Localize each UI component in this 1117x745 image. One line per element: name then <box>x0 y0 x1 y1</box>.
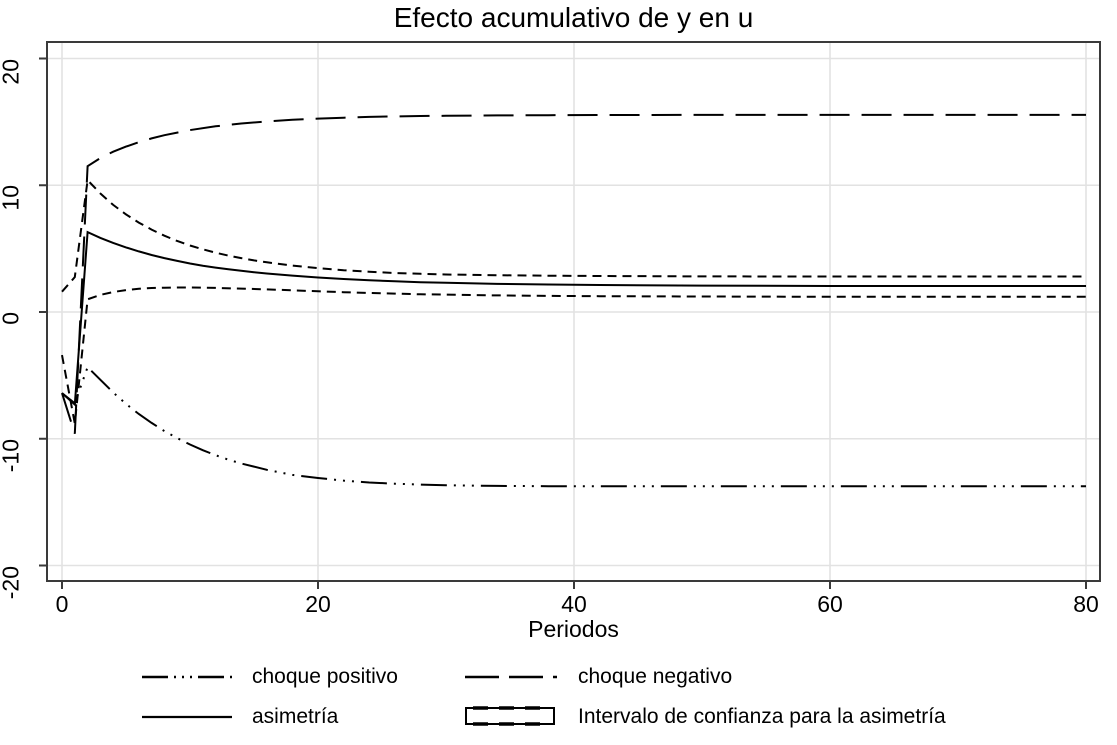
confidence-band-box-icon <box>463 703 557 734</box>
series-line-intervalo-de-confianza-superior <box>61 178 1086 293</box>
x-axis-title: Periodos <box>528 616 619 642</box>
series-line-asimetría <box>61 230 1086 407</box>
series-line-choque-negativo <box>61 113 1086 435</box>
x-tick-label: 60 <box>817 591 843 617</box>
x-tick-label: 80 <box>1073 591 1099 617</box>
legend-label: Intervalo de confianza para la asimetría <box>578 705 946 728</box>
chart-title: Efecto acumulativo de y en u <box>393 2 754 33</box>
legend-label: choque positivo <box>252 665 398 688</box>
legend-label: choque negativo <box>578 665 733 688</box>
x-tick-label: 40 <box>561 591 587 617</box>
long-dash-line-icon <box>463 665 557 696</box>
legend-label: asimetría <box>252 705 339 728</box>
solid-line-icon <box>140 705 234 736</box>
dash-dot-dot-line-icon <box>140 665 234 696</box>
series-line-intervalo-de-confianza-inferior <box>61 286 1086 424</box>
series-line-choque-positivo <box>61 365 1086 488</box>
x-tick-label: 0 <box>55 591 69 617</box>
x-tick-label: 20 <box>305 591 331 617</box>
